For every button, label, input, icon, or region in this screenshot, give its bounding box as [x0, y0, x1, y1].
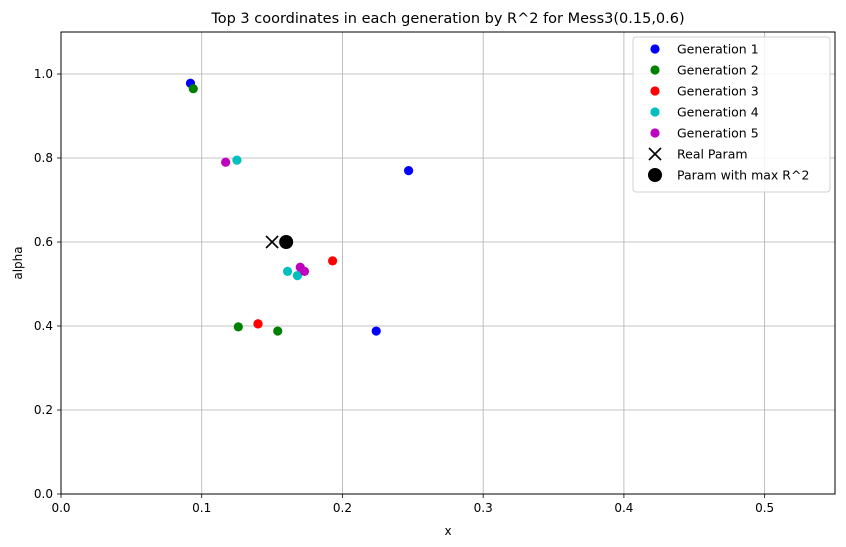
data-points	[185, 78, 414, 336]
legend-item: Real Param	[648, 147, 748, 162]
series-4	[232, 155, 303, 281]
legend-label: Real Param	[677, 147, 748, 162]
circle-marker-point	[328, 256, 338, 266]
chart-title: Top 3 coordinates in each generation by …	[210, 11, 684, 27]
legend: Generation 1 Generation 2 Generation 3 Gene…	[632, 36, 831, 193]
big-circle-marker-point	[279, 235, 294, 249]
circle-marker-point	[233, 322, 243, 332]
y-ticks: 0.0 0.2 0.4 0.6 0.8 1.0	[34, 67, 61, 501]
legend-item: Generation 3	[650, 84, 759, 99]
circle-marker-point	[371, 326, 381, 336]
series-6	[265, 235, 279, 249]
circle-marker-point	[221, 157, 231, 167]
x-tick-label: 0.2	[333, 501, 352, 515]
x-tick-label: 0.3	[474, 501, 493, 515]
series-3	[253, 256, 338, 329]
legend-label: Generation 3	[677, 84, 759, 99]
legend-label: Generation 2	[677, 63, 759, 78]
x-tick-label: 0.0	[51, 501, 70, 515]
x-marker-legend	[648, 147, 662, 161]
circle-marker-point	[273, 326, 283, 336]
y-tick-label: 0.4	[34, 319, 53, 333]
circle-marker-point	[403, 166, 414, 176]
big-circle-marker-legend	[648, 168, 662, 182]
circle-marker-point	[253, 319, 263, 329]
x-tick-label: 0.1	[192, 501, 211, 515]
circle-marker-point	[232, 155, 242, 165]
circle-marker-point	[292, 271, 303, 281]
x-marker-point	[265, 235, 279, 249]
y-tick-label: 1.0	[34, 67, 53, 81]
series-2	[188, 84, 283, 336]
circle-marker-point	[299, 266, 310, 276]
legend-label: Param with max R^2	[677, 168, 809, 183]
circle-marker-legend	[650, 128, 660, 138]
series-5	[221, 157, 310, 276]
plot-frame	[60, 31, 836, 495]
legend-item: Generation 1	[650, 42, 759, 57]
circle-marker-legend	[650, 65, 660, 75]
y-tick-label: 0.6	[34, 235, 53, 249]
circle-marker-legend	[650, 107, 660, 117]
x-ticks: 0.0 0.1 0.2 0.3 0.4 0.5	[51, 494, 774, 515]
legend-item: Generation 4	[650, 105, 759, 120]
legend-label: Generation 1	[677, 42, 759, 57]
circle-marker-legend	[650, 44, 660, 54]
x-axis-label: x	[444, 524, 451, 538]
x-tick-label: 0.4	[614, 501, 633, 515]
legend-item: Generation 2	[650, 63, 759, 78]
legend-box	[632, 36, 831, 193]
legend-label: Generation 4	[677, 105, 759, 120]
y-tick-label: 0.8	[34, 151, 53, 165]
legend-item: Generation 5	[650, 126, 759, 141]
legend-label: Generation 5	[677, 126, 759, 141]
legend-item: Param with max R^2	[648, 168, 809, 183]
series-1	[185, 78, 414, 336]
series-7	[279, 235, 294, 249]
circle-marker-point	[282, 266, 293, 276]
x-tick-label: 0.5	[755, 501, 774, 515]
circle-marker-legend	[650, 86, 660, 96]
y-axis-label: alpha	[11, 246, 25, 279]
y-tick-label: 0.2	[34, 403, 53, 417]
circle-marker-point	[188, 84, 198, 94]
y-tick-label: 0.0	[34, 487, 53, 501]
